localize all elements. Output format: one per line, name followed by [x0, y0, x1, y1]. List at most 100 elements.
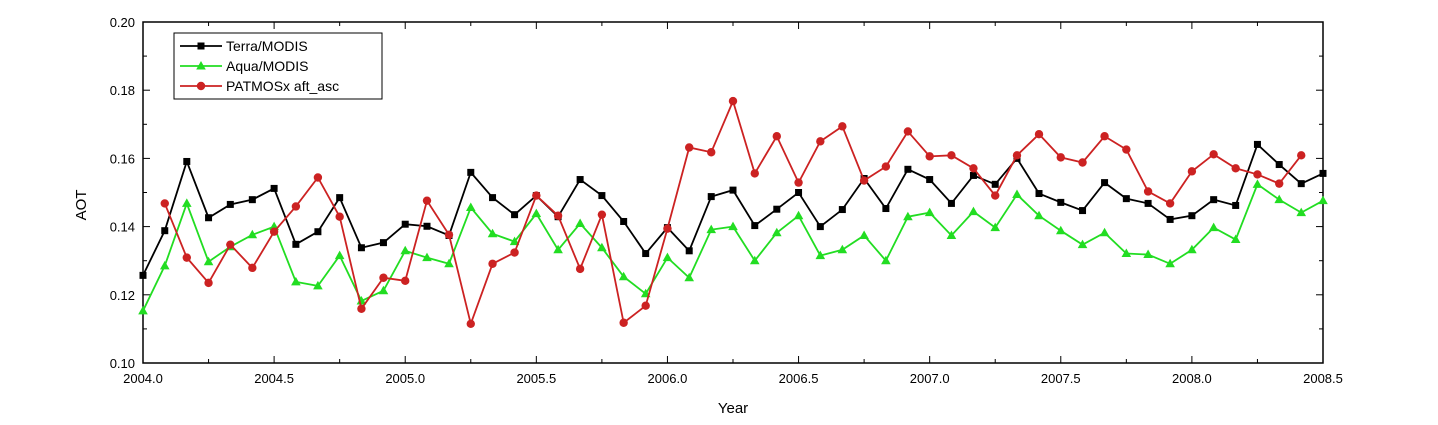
data-point-patmosx-aft-asc — [750, 169, 759, 178]
data-point-aqua-modis — [662, 252, 673, 262]
data-point-terra-modis — [1122, 195, 1130, 203]
data-point-patmosx-aft-asc — [248, 263, 257, 273]
data-point-patmosx-aft-asc — [1122, 145, 1131, 154]
data-point-terra-modis — [1253, 140, 1261, 148]
data-point-terra-modis — [1144, 199, 1152, 207]
data-point-aqua-modis — [487, 228, 498, 238]
data-point-patmosx-aft-asc — [1253, 170, 1262, 179]
data-point-terra-modis — [1101, 179, 1109, 187]
data-point-patmosx-aft-asc — [772, 132, 781, 141]
data-point-patmosx-aft-asc — [1100, 132, 1109, 141]
data-point-terra-modis — [598, 192, 606, 200]
data-point-terra-modis — [1188, 212, 1196, 220]
data-point-aqua-modis — [553, 244, 563, 254]
data-point-terra-modis — [1079, 207, 1087, 215]
data-point-terra-modis — [357, 244, 365, 252]
data-point-terra-modis — [838, 206, 846, 214]
data-point-terra-modis — [292, 240, 300, 248]
y-tick-label: 0.20 — [110, 15, 135, 30]
legend-item-aqua-modis: Aqua/MODIS — [180, 58, 308, 74]
data-point-patmosx-aft-asc — [1078, 158, 1087, 167]
data-point-aqua-modis — [968, 206, 979, 216]
data-point-aqua-modis — [1143, 249, 1153, 259]
data-point-terra-modis — [314, 228, 322, 236]
data-point-patmosx-aft-asc — [1143, 187, 1153, 196]
data-point-terra-modis — [707, 193, 715, 201]
data-point-terra-modis — [926, 176, 934, 184]
data-point-terra-modis — [511, 211, 519, 219]
data-point-aqua-modis — [247, 229, 258, 239]
data-point-terra-modis — [336, 194, 344, 202]
data-point-terra-modis — [576, 176, 584, 184]
x-tick-label: 2007.0 — [910, 371, 950, 386]
legend: Terra/MODIS Aqua/MODIS PATMOSx aft_asc — [173, 32, 383, 100]
x-tick-label: 2008.5 — [1303, 371, 1343, 386]
data-point-patmosx-aft-asc — [422, 196, 432, 205]
data-point-aqua-modis — [1296, 207, 1307, 217]
data-point-terra-modis — [620, 217, 628, 225]
data-point-patmosx-aft-asc — [357, 304, 366, 313]
data-point-terra-modis — [248, 196, 256, 204]
data-point-terra-modis — [401, 220, 409, 228]
legend-items: Terra/MODIS Aqua/MODIS PATMOSx aft_asc — [180, 38, 339, 94]
legend-marker — [196, 61, 206, 70]
data-point-patmosx-aft-asc — [816, 137, 825, 146]
data-point-aqua-modis — [728, 221, 738, 231]
x-tick-label: 2007.5 — [1041, 371, 1081, 386]
x-tick-label: 2004.5 — [254, 371, 294, 386]
data-point-patmosx-aft-asc — [510, 248, 519, 257]
data-point-patmosx-aft-asc — [838, 122, 847, 131]
data-point-aqua-modis — [313, 280, 323, 290]
data-point-patmosx-aft-asc — [313, 173, 323, 182]
data-point-terra-modis — [1275, 161, 1283, 169]
y-axis-title: AOT — [73, 190, 90, 221]
data-point-patmosx-aft-asc — [663, 224, 672, 233]
data-point-aqua-modis — [706, 224, 717, 234]
data-point-terra-modis — [205, 214, 213, 222]
data-point-patmosx-aft-asc — [466, 319, 475, 328]
data-point-aqua-modis — [946, 230, 957, 239]
data-point-aqua-modis — [1012, 189, 1022, 199]
data-point-terra-modis — [947, 199, 955, 207]
x-tick-label: 2008.0 — [1172, 371, 1212, 386]
data-point-aqua-modis — [181, 198, 192, 207]
y-tick-label: 0.12 — [110, 288, 135, 303]
data-point-aqua-modis — [291, 276, 301, 286]
data-point-patmosx-aft-asc — [444, 230, 454, 239]
x-axis-title: Year — [718, 400, 748, 417]
series-terra-modis — [139, 140, 1327, 279]
data-point-aqua-modis — [1187, 244, 1197, 254]
data-point-patmosx-aft-asc — [488, 259, 497, 268]
data-point-patmosx-aft-asc — [1231, 164, 1240, 173]
data-point-aqua-modis — [1099, 227, 1110, 237]
y-tick-label: 0.18 — [110, 83, 135, 98]
data-point-aqua-modis — [531, 208, 542, 218]
data-point-aqua-modis — [1318, 195, 1328, 205]
data-point-patmosx-aft-asc — [532, 191, 541, 200]
data-point-terra-modis — [226, 200, 234, 208]
data-point-aqua-modis — [1274, 194, 1285, 204]
data-point-aqua-modis — [378, 285, 389, 295]
data-point-aqua-modis — [509, 236, 520, 246]
data-point-patmosx-aft-asc — [597, 210, 607, 219]
data-point-aqua-modis — [684, 272, 695, 282]
data-point-patmosx-aft-asc — [991, 191, 1000, 200]
legend-marker — [196, 81, 206, 91]
data-point-terra-modis — [1319, 169, 1327, 177]
data-point-patmosx-aft-asc — [1056, 153, 1065, 162]
data-point-aqua-modis — [1034, 210, 1044, 220]
data-point-aqua-modis — [422, 252, 432, 262]
data-point-terra-modis — [729, 186, 737, 194]
data-point-aqua-modis — [1252, 179, 1263, 188]
data-point-terra-modis — [642, 250, 650, 258]
data-point-aqua-modis — [444, 258, 454, 268]
data-point-terra-modis — [969, 171, 977, 179]
data-point-terra-modis — [183, 157, 191, 165]
data-point-patmosx-aft-asc — [947, 151, 956, 160]
data-point-patmosx-aft-asc — [707, 148, 716, 157]
data-point-terra-modis — [489, 194, 497, 202]
data-point-aqua-modis — [771, 227, 782, 237]
data-point-terra-modis — [773, 205, 781, 213]
data-point-patmosx-aft-asc — [969, 164, 978, 173]
